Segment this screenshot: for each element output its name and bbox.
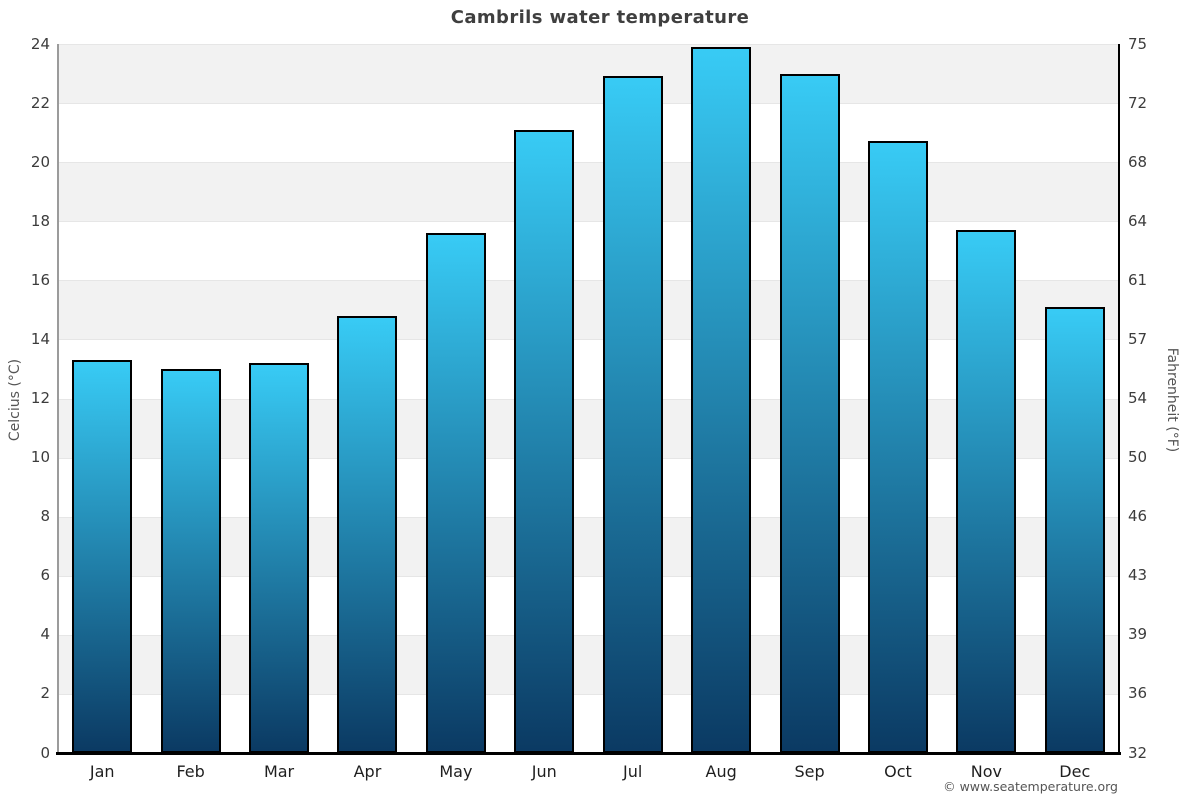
y-tick-celsius-6: 6: [40, 566, 50, 585]
y-tick-fahrenheit-39: 39: [1128, 625, 1148, 644]
x-axis-line: [56, 752, 1121, 755]
bar-aug: [691, 46, 752, 753]
y-tick-celsius-4: 4: [40, 625, 50, 644]
y-tick-celsius-2: 2: [40, 684, 50, 703]
y-tick-celsius-22: 22: [30, 93, 50, 112]
y-tick-fahrenheit-43: 43: [1128, 566, 1148, 585]
y-tick-fahrenheit-68: 68: [1128, 152, 1148, 171]
grid-band-20c: [58, 162, 1119, 222]
y-tick-celsius-16: 16: [30, 270, 50, 289]
grid-band-12c: [58, 398, 1119, 458]
y-tick-celsius-10: 10: [30, 448, 50, 467]
x-tick-nov: Nov: [970, 762, 1002, 781]
y-axis-title-celsius: Celcius (°C): [7, 358, 23, 442]
grid-band-24c: [58, 44, 1119, 104]
y-axis-line-left: [57, 44, 59, 753]
y-axis-title-fahrenheit: Fahrenheit (°F): [1164, 347, 1180, 453]
y-tick-celsius-0: 0: [40, 743, 50, 762]
copyright-text: © www.seatemperature.org: [943, 779, 1118, 794]
y-axis-line-right: [1118, 44, 1120, 754]
y-tick-fahrenheit-57: 57: [1128, 329, 1148, 348]
y-tick-fahrenheit-36: 36: [1128, 684, 1148, 703]
y-tick-fahrenheit-50: 50: [1128, 448, 1148, 467]
x-tick-feb: Feb: [176, 762, 205, 781]
bar-mar: [249, 363, 310, 753]
x-tick-jan: Jan: [89, 762, 115, 781]
x-tick-aug: Aug: [705, 762, 737, 781]
bar-apr: [337, 315, 398, 753]
y-tick-fahrenheit-75: 75: [1128, 34, 1148, 53]
y-tick-fahrenheit-46: 46: [1128, 507, 1148, 526]
x-tick-dec: Dec: [1059, 762, 1091, 781]
grid-band-2c: [58, 693, 1119, 753]
x-tick-jun: Jun: [531, 762, 557, 781]
bar-nov: [956, 230, 1017, 753]
x-tick-sep: Sep: [794, 762, 825, 781]
y-tick-fahrenheit-54: 54: [1128, 389, 1148, 407]
bar-jan: [72, 360, 133, 753]
x-tick-mar: Mar: [263, 762, 295, 781]
bar-jul: [602, 76, 663, 753]
grid-band-10c: [58, 457, 1119, 517]
y-tick-fahrenheit-72: 72: [1128, 93, 1148, 112]
y-tick-celsius-24: 24: [30, 34, 50, 53]
y-tick-celsius-20: 20: [30, 152, 50, 171]
y-tick-celsius-12: 12: [30, 389, 50, 407]
y-tick-fahrenheit-32: 32: [1128, 743, 1148, 762]
grid-band-8c: [58, 516, 1119, 576]
grid-band-6c: [58, 575, 1119, 635]
grid-band-22c: [58, 103, 1119, 163]
y-tick-celsius-14: 14: [30, 329, 50, 348]
bar-jun: [514, 129, 575, 753]
y-tick-celsius-18: 18: [30, 211, 50, 230]
bar-oct: [867, 141, 928, 753]
grid-band-14c: [58, 339, 1119, 399]
y-tick-fahrenheit-61: 61: [1128, 270, 1148, 289]
bar-feb: [160, 368, 221, 753]
bar-may: [425, 233, 486, 753]
bar-sep: [779, 73, 840, 753]
y-tick-celsius-8: 8: [40, 507, 50, 526]
y-tick-fahrenheit-64: 64: [1128, 211, 1148, 230]
plot-area: [58, 44, 1119, 753]
grid-band-18c: [58, 221, 1119, 281]
chart-title: Cambrils water temperature: [450, 7, 750, 28]
grid-band-4c: [58, 634, 1119, 694]
x-tick-apr: Apr: [353, 762, 382, 781]
x-tick-jul: Jul: [623, 762, 643, 781]
bar-dec: [1044, 306, 1105, 753]
x-tick-oct: Oct: [884, 762, 912, 781]
x-tick-may: May: [439, 762, 473, 781]
grid-band-16c: [58, 280, 1119, 340]
